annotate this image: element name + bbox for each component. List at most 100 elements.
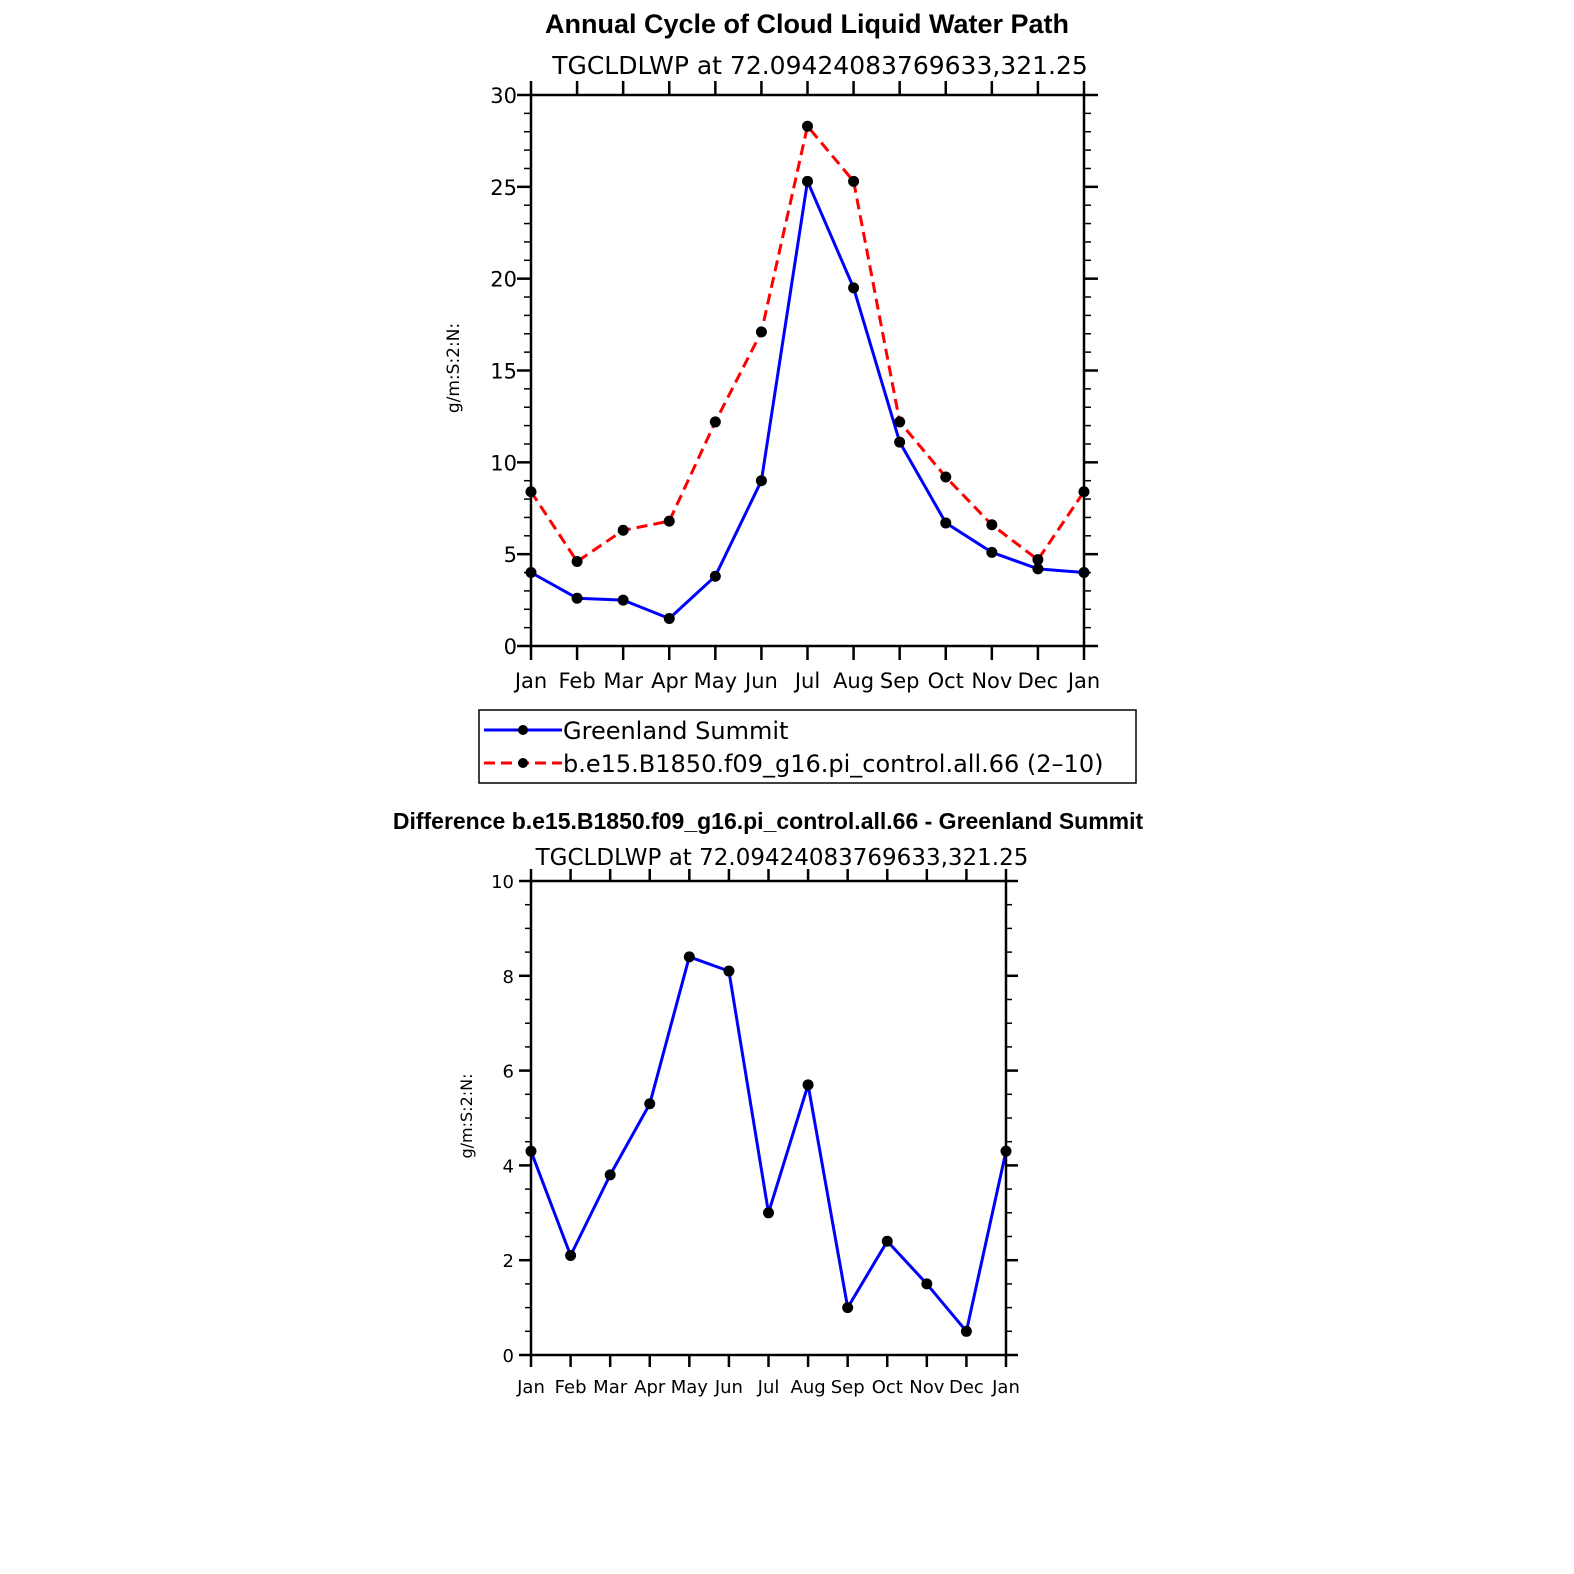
top-y-tick-label: 25 <box>490 176 517 200</box>
top-data-point <box>709 570 721 582</box>
bottom-data-point <box>565 1249 577 1261</box>
bottom-data-point <box>604 1169 616 1181</box>
legend-label-greenland-summit: Greenland Summit <box>563 717 788 745</box>
top-chart-ylabel: g/m:S:2:N: <box>444 323 464 413</box>
top-data-point <box>755 475 767 487</box>
bottom-data-point <box>842 1302 854 1314</box>
top-x-tick-label: Feb <box>558 669 595 693</box>
bottom-data-point <box>683 951 695 963</box>
top-chart-ticks <box>517 81 1098 660</box>
top-data-point <box>802 175 813 187</box>
bottom-data-point <box>921 1278 933 1290</box>
bottom-y-tick-label: 4 <box>503 1156 514 1177</box>
bottom-chart-ylabel: g/m:S:2:N: <box>457 1074 476 1159</box>
bottom-x-tick-label: Jul <box>757 1377 780 1398</box>
top-y-tick-label: 15 <box>490 360 517 384</box>
top-data-point <box>848 282 860 294</box>
top-y-tick-label: 5 <box>504 543 517 567</box>
top-data-point <box>663 612 675 624</box>
bottom-x-tick-label: Mar <box>593 1377 628 1398</box>
top-x-tick-label: Jan <box>513 669 547 693</box>
bottom-y-tick-label: 0 <box>503 1346 514 1367</box>
top-x-tick-label: Apr <box>651 669 688 693</box>
top-y-tick-label: 30 <box>490 84 517 108</box>
top-x-tick-label: May <box>694 669 737 693</box>
top-chart-series <box>525 120 1090 624</box>
bottom-chart-x-tick-labels: Jan Feb Mar Apr May Jun Jul Aug Sep Oct Nov Dec Jan <box>516 1377 1020 1398</box>
top-chart-legend: Greenland Summit b.e15.B1850.f09_g16.pi_… <box>478 709 1137 784</box>
bottom-chart-series <box>525 951 1012 1337</box>
bottom-chart-plot-frame <box>529 879 1008 1357</box>
bottom-chart-ticks <box>519 869 1018 1367</box>
legend-label-model: b.e15.B1850.f09_g16.pi_control.all.66 (2… <box>563 750 1103 778</box>
bottom-data-point <box>644 1098 656 1110</box>
bottom-data-point <box>960 1325 972 1337</box>
top-data-point <box>755 326 767 338</box>
top-x-tick-label: Aug <box>833 669 874 693</box>
top-x-tick-label: Oct <box>928 669 964 693</box>
bottom-y-tick-label: 6 <box>503 1062 514 1083</box>
bottom-y-tick-label: 10 <box>491 872 514 893</box>
top-y-tick-label: 20 <box>490 268 517 292</box>
top-data-point <box>894 436 906 448</box>
top-series-line-greenland-summit <box>530 179 1085 620</box>
bottom-x-tick-label: Oct <box>872 1377 903 1398</box>
top-y-tick-label: 10 <box>490 451 517 475</box>
bottom-y-tick-label: 2 <box>503 1251 514 1272</box>
bottom-x-tick-label: Feb <box>555 1377 587 1398</box>
legend-marker-greenland-summit <box>518 725 528 735</box>
top-chart-y-tick-labels: 0 5 10 15 20 25 30 <box>490 84 517 659</box>
bottom-x-tick-label: May <box>671 1377 709 1398</box>
top-data-point <box>894 416 906 428</box>
top-chart-x-tick-labels: Jan Feb Mar Apr May Jun Jul Aug Sep Oct Nov Dec Jan <box>513 669 1100 693</box>
bottom-data-point <box>723 965 735 977</box>
bottom-series-line-difference <box>529 955 1008 1333</box>
top-x-tick-label: Jul <box>793 669 820 693</box>
top-x-tick-label: Jan <box>1066 669 1100 693</box>
top-data-point <box>571 592 583 604</box>
top-data-point <box>1032 554 1044 566</box>
top-x-tick-label: Mar <box>603 669 643 693</box>
top-data-point <box>802 120 813 132</box>
top-y-tick-label: 0 <box>504 635 517 659</box>
top-data-point <box>571 556 583 568</box>
top-series-line-b-e15-b1850-f09-g16-pi-control-all-66-2-10 <box>529 124 1086 563</box>
legend-box <box>478 709 1137 784</box>
top-data-point <box>617 524 629 536</box>
bottom-x-tick-label: Nov <box>909 1377 944 1398</box>
bottom-x-tick-label: Dec <box>949 1377 984 1398</box>
bottom-x-tick-label: Apr <box>634 1377 666 1398</box>
top-data-point <box>617 594 629 606</box>
top-data-point <box>986 546 998 558</box>
top-data-point <box>940 517 952 529</box>
bottom-x-tick-label: Jan <box>516 1377 545 1398</box>
top-data-point <box>1032 563 1044 575</box>
bottom-chart-subtitle: TGCLDLWP at 72.09424083769633,321.25 <box>535 845 1029 871</box>
bottom-x-tick-label: Aug <box>791 1377 826 1398</box>
difference-chart: Difference b.e15.B1850.f09_g16.pi_contro… <box>393 808 1144 1398</box>
bottom-data-point <box>881 1235 893 1247</box>
top-data-point <box>709 416 721 428</box>
bottom-x-tick-label: Jan <box>991 1377 1020 1398</box>
bottom-y-tick-label: 8 <box>503 967 514 988</box>
annual-cycle-chart: Annual Cycle of Cloud Liquid Water Path … <box>444 9 1137 784</box>
top-chart-plot-frame <box>529 93 1086 648</box>
top-x-tick-label: Dec <box>1018 669 1059 693</box>
bottom-x-tick-label: Sep <box>831 1377 865 1398</box>
top-data-point <box>986 519 998 531</box>
top-data-point <box>940 471 952 483</box>
bottom-data-point <box>802 1079 814 1091</box>
top-data-point <box>848 175 860 187</box>
top-data-point <box>663 515 675 527</box>
bottom-data-point <box>763 1207 774 1219</box>
top-x-tick-label: Sep <box>880 669 920 693</box>
top-x-tick-label: Nov <box>971 669 1012 693</box>
bottom-x-tick-label: Jun <box>714 1377 743 1398</box>
top-chart-title: Annual Cycle of Cloud Liquid Water Path <box>545 9 1069 39</box>
bottom-chart-y-tick-labels: 0 2 4 6 8 10 <box>491 872 514 1367</box>
top-x-tick-label: Jun <box>743 669 778 693</box>
bottom-chart-title: Difference b.e15.B1850.f09_g16.pi_contro… <box>393 808 1144 834</box>
legend-marker-model <box>518 758 528 768</box>
top-chart-subtitle: TGCLDLWP at 72.09424083769633,321.25 <box>551 51 1088 80</box>
